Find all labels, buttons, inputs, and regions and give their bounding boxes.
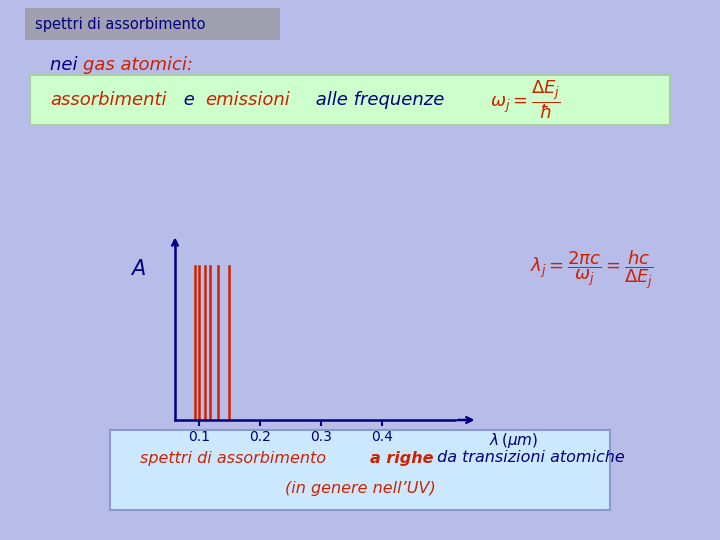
Text: assorbimenti: assorbimenti bbox=[50, 91, 166, 109]
Text: $\lambda\,(\mu m)$: $\lambda\,(\mu m)$ bbox=[489, 431, 538, 450]
Text: emissioni: emissioni bbox=[205, 91, 289, 109]
Bar bbox=[110, 430, 610, 510]
Text: da transizioni atomiche: da transizioni atomiche bbox=[432, 450, 625, 465]
Text: spettri di assorbimento: spettri di assorbimento bbox=[140, 450, 331, 465]
Bar bbox=[30, 75, 670, 125]
Bar bbox=[25, 8, 280, 40]
Text: alle frequenze: alle frequenze bbox=[310, 91, 444, 109]
Text: gas atomici:: gas atomici: bbox=[83, 56, 193, 74]
Text: spettri di assorbimento: spettri di assorbimento bbox=[35, 17, 205, 31]
Text: e: e bbox=[178, 91, 201, 109]
Text: A: A bbox=[132, 259, 145, 279]
Text: (in genere nell’UV): (in genere nell’UV) bbox=[284, 481, 436, 496]
Text: $\omega_j = \dfrac{\Delta E_j}{\hbar}$: $\omega_j = \dfrac{\Delta E_j}{\hbar}$ bbox=[490, 79, 561, 121]
Text: nei: nei bbox=[50, 56, 84, 74]
Text: $\lambda_j = \dfrac{2\pi c}{\omega_j} = \dfrac{hc}{\Delta E_j}$: $\lambda_j = \dfrac{2\pi c}{\omega_j} = … bbox=[530, 248, 654, 292]
Text: a righe: a righe bbox=[370, 450, 433, 465]
